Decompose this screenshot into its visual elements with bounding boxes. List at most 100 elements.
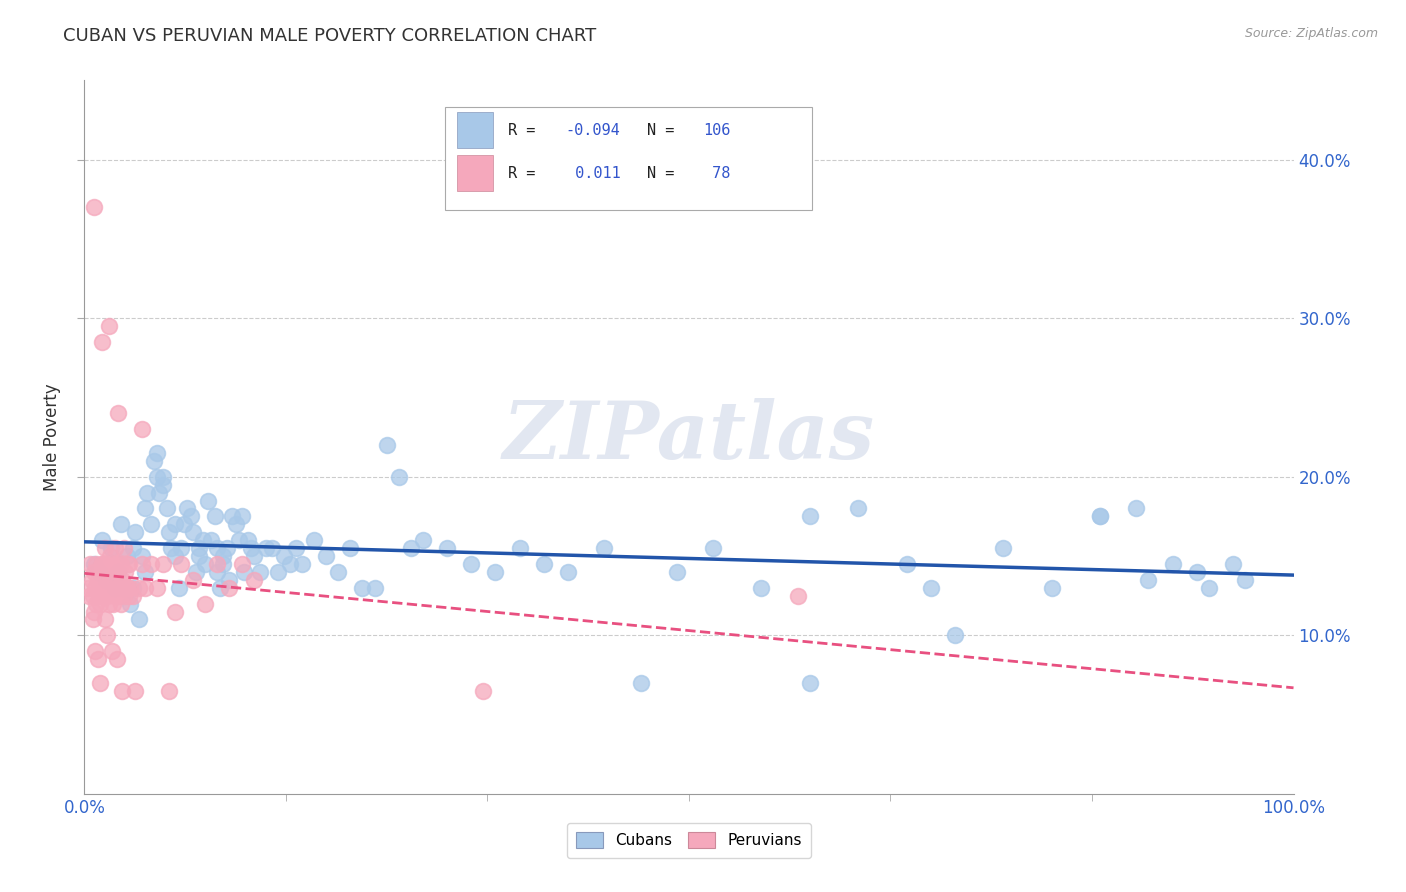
FancyBboxPatch shape: [444, 107, 813, 211]
Point: [278, 557, 301, 571]
Point: [100, 557, 122, 571]
Point: [208, 581, 231, 595]
Point: [112, 541, 135, 555]
Point: [83, 200, 105, 214]
Point: [1088, 509, 1111, 524]
Point: [139, 557, 162, 571]
Point: [86, 597, 108, 611]
Y-axis label: Male Poverty: Male Poverty: [44, 384, 62, 491]
Point: [82, 589, 104, 603]
Point: [228, 533, 250, 548]
Point: [152, 469, 174, 483]
Point: [231, 509, 253, 524]
Point: [79, 557, 101, 571]
Point: [339, 541, 361, 555]
Point: [84, 644, 107, 658]
Point: [155, 501, 177, 516]
Point: [1185, 565, 1208, 579]
Point: [191, 533, 214, 548]
Point: [82, 612, 104, 626]
Point: [249, 565, 271, 579]
Point: [121, 589, 143, 603]
Text: ZIPatlas: ZIPatlas: [503, 399, 875, 475]
Point: [108, 581, 131, 595]
Point: [194, 557, 217, 571]
Point: [233, 565, 256, 579]
Point: [1222, 557, 1244, 571]
Point: [846, 501, 869, 516]
Text: 78: 78: [703, 166, 731, 180]
Point: [786, 589, 808, 603]
Point: [136, 485, 159, 500]
Point: [207, 541, 229, 555]
Point: [128, 581, 150, 595]
Point: [131, 549, 153, 563]
Point: [118, 557, 141, 571]
Point: [181, 573, 204, 587]
Point: [1137, 573, 1160, 587]
Point: [87, 565, 110, 579]
Point: [1198, 581, 1220, 595]
Point: [352, 581, 374, 595]
Point: [284, 541, 308, 555]
Point: [91, 557, 114, 571]
Text: R =: R =: [508, 123, 544, 137]
Point: [225, 517, 247, 532]
Point: [83, 565, 105, 579]
Point: [77, 581, 100, 595]
Point: [702, 541, 724, 555]
Point: [160, 541, 183, 555]
Point: [91, 557, 114, 571]
Point: [197, 493, 219, 508]
Point: [97, 319, 120, 334]
Point: [260, 541, 283, 555]
Point: [170, 541, 193, 555]
Point: [110, 557, 132, 571]
Point: [240, 541, 263, 555]
Point: [120, 581, 142, 595]
Point: [89, 676, 111, 690]
Point: [107, 589, 129, 603]
Point: [115, 549, 138, 563]
Point: [242, 573, 264, 587]
Point: [188, 549, 211, 563]
Point: [181, 525, 204, 540]
Text: N =: N =: [647, 123, 683, 137]
Point: [96, 628, 118, 642]
Point: [152, 557, 174, 571]
Point: [121, 581, 143, 595]
Point: [152, 477, 174, 491]
Point: [84, 581, 107, 595]
Point: [896, 557, 918, 571]
Point: [103, 597, 125, 611]
Point: [111, 683, 134, 698]
Point: [167, 581, 190, 595]
Point: [91, 581, 114, 595]
Point: [157, 683, 180, 698]
Point: [83, 557, 105, 571]
Point: [96, 589, 118, 603]
Point: [194, 597, 217, 611]
Point: [665, 565, 688, 579]
Text: N =: N =: [647, 166, 692, 180]
Point: [91, 334, 114, 349]
Point: [111, 573, 134, 587]
Point: [184, 565, 207, 579]
Point: [89, 597, 111, 611]
Point: [207, 565, 229, 579]
Point: [207, 557, 229, 571]
Point: [157, 525, 180, 540]
Point: [920, 581, 942, 595]
Point: [388, 469, 411, 483]
Point: [557, 565, 579, 579]
Point: [94, 581, 117, 595]
Point: [375, 438, 398, 452]
Point: [630, 676, 652, 690]
Point: [165, 549, 187, 563]
Point: [799, 509, 821, 524]
Point: [267, 565, 290, 579]
Point: [146, 581, 169, 595]
Point: [115, 581, 138, 595]
Point: [115, 581, 138, 595]
Point: [110, 597, 132, 611]
